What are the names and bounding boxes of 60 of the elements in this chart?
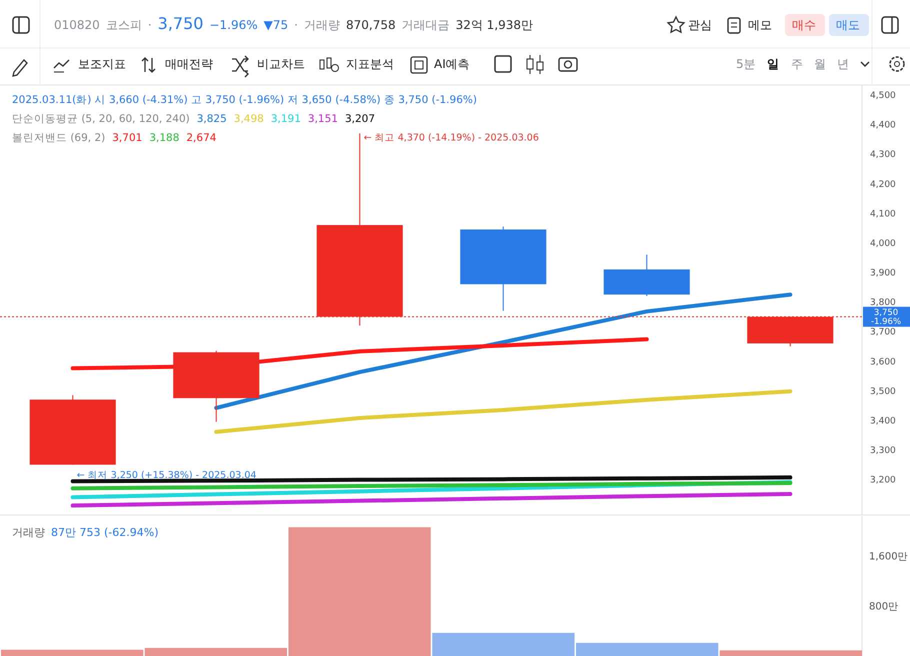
line-series: [214, 292, 792, 410]
text: 매매전략: [165, 57, 213, 71]
annotation: 단순이동평균 (5, 20, 60, 120, 240): [12, 113, 190, 125]
y-tick-label: 3,800: [870, 298, 896, 308]
annotation: 거래량 87만 753 (-62.94%): [12, 526, 158, 539]
text: 주: [791, 57, 803, 71]
text: 3,825: [196, 113, 227, 125]
text: 월: [814, 57, 826, 71]
text: 3,498: [234, 113, 264, 125]
text: ▼75: [264, 18, 288, 32]
text: 3,750: [158, 14, 204, 33]
text: 870,758: [346, 18, 396, 32]
text: 지표분석: [346, 57, 394, 71]
y-tick-label: 4,000: [870, 238, 896, 249]
text: 매도: [836, 18, 860, 32]
text: 3,151: [308, 113, 338, 125]
y-tick-label: 3,600: [870, 357, 896, 368]
annotation: 볼린저밴드 (69, 2): [12, 132, 106, 144]
y-tick-label: 1,600만: [869, 552, 908, 562]
text: 보조지표: [78, 57, 126, 71]
annotation: ← 최고 4,370 (-14.19%) - 2025.03.06: [364, 132, 539, 144]
y-tick-label: 4,500: [870, 91, 896, 102]
text: 5분: [736, 57, 756, 71]
y-tick-label: 4,400: [870, 120, 896, 131]
y-tick-label: 4,100: [870, 209, 896, 220]
text: ·: [148, 18, 152, 32]
y-tick-label: 3,700: [870, 328, 896, 338]
text: 32억 1,938만: [456, 18, 534, 32]
y-tick-label: 3,500: [870, 386, 896, 397]
line-series: [214, 389, 792, 434]
text: −1.96%: [209, 18, 258, 32]
y-tick-label: 4,200: [870, 180, 896, 190]
annotation: 2025.03.11(화) 시 3,660 (-4.31%) 고 3,750 (-1.96%) 저 3,650 (-4.58%) 종 3,750 (-1.96%): [12, 94, 477, 106]
text: 코스피: [106, 18, 142, 32]
text: 010820: [54, 18, 100, 32]
text: 메모: [748, 18, 772, 32]
annotation: ← 최저 3,250 (+15.38%) - 2025.03.04: [76, 470, 256, 482]
text: 관심: [688, 18, 712, 32]
text: ·: [294, 18, 298, 32]
ref-line-label: 3,750 -1.96%: [870, 308, 902, 327]
text: AI예측: [434, 57, 470, 71]
y-tick-label: 3,300: [870, 446, 896, 456]
y-tick-label: 3,200: [870, 476, 896, 486]
text: 3,207: [344, 113, 376, 125]
text: 3,188: [149, 132, 180, 144]
y-tick-label: 3,400: [870, 416, 896, 426]
text: 매수: [792, 18, 816, 32]
y-tick-label: 3,900: [870, 268, 896, 279]
legend-label: 2,674: [186, 132, 217, 144]
text: 3,191: [270, 113, 301, 125]
text: 비교차트: [257, 57, 305, 71]
bar: [720, 650, 862, 656]
y-tick-label: 4,300: [870, 150, 896, 160]
line-series: [70, 492, 792, 508]
text: 년: [837, 57, 849, 71]
text: 3,701: [112, 132, 142, 144]
text: 일: [767, 57, 779, 71]
text: 거래량: [304, 18, 340, 32]
y-tick-label: 800만: [869, 602, 898, 612]
text: 거래대금: [402, 18, 450, 32]
